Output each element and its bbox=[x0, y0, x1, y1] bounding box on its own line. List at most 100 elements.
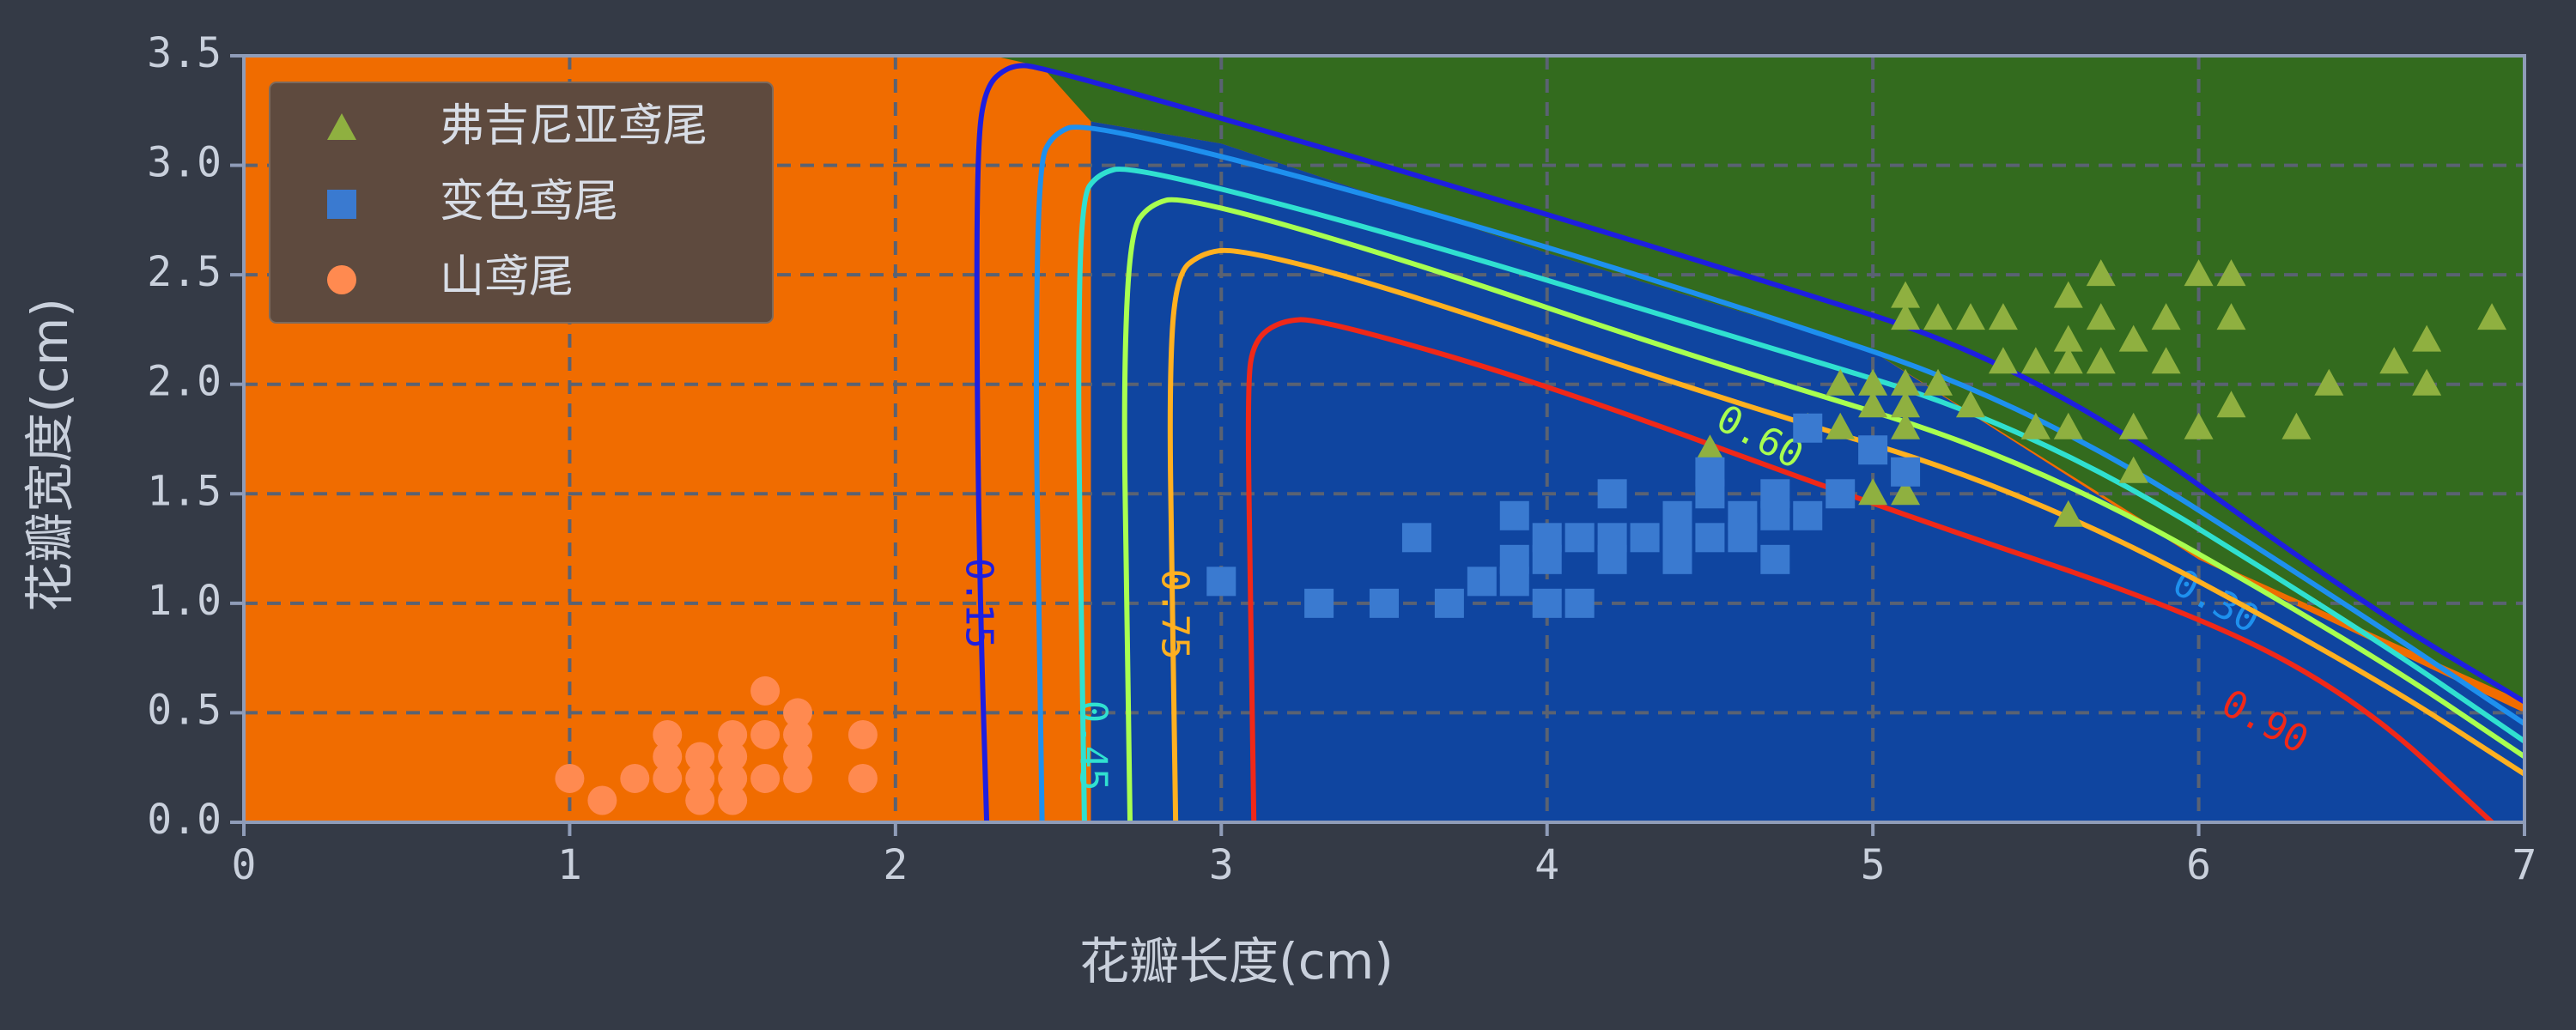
point-virginica bbox=[1955, 391, 1985, 418]
point-versicolor bbox=[1532, 523, 1562, 553]
point-virginica bbox=[1923, 303, 1953, 330]
point-virginica bbox=[1891, 478, 1921, 506]
legend-marker-square bbox=[327, 190, 356, 219]
y-tick-label: 0.5 bbox=[147, 686, 222, 734]
point-versicolor bbox=[1467, 566, 1497, 597]
x-tick-label: 4 bbox=[1534, 841, 1559, 889]
contour-label: 0.45 bbox=[1072, 700, 1115, 791]
contour-line-0.15 bbox=[974, 63, 2524, 822]
point-setosa bbox=[848, 763, 878, 793]
y-tick-label: 2.5 bbox=[147, 248, 222, 296]
x-tick-label: 6 bbox=[2186, 841, 2211, 889]
point-setosa bbox=[783, 719, 813, 749]
point-virginica bbox=[1988, 347, 2018, 374]
point-versicolor bbox=[1304, 588, 1334, 618]
point-setosa bbox=[685, 763, 715, 793]
point-virginica bbox=[1923, 368, 1953, 396]
legend-marker-circle bbox=[327, 265, 356, 294]
point-virginica bbox=[2053, 500, 2083, 527]
point-setosa bbox=[718, 719, 748, 749]
contour-line-0.60 bbox=[1121, 197, 2524, 822]
point-virginica bbox=[1695, 434, 1725, 462]
point-virginica bbox=[2412, 324, 2442, 352]
point-versicolor bbox=[1370, 588, 1399, 618]
point-versicolor bbox=[1826, 479, 1856, 509]
point-setosa bbox=[685, 742, 715, 772]
point-virginica bbox=[1891, 391, 1921, 418]
x-axis-label: 花瓣长度(cm) bbox=[1079, 932, 1394, 991]
contour-line-0.45 bbox=[1076, 167, 2524, 822]
x-tick-label: 3 bbox=[1209, 841, 1234, 889]
point-virginica bbox=[2086, 347, 2116, 374]
point-versicolor bbox=[1793, 413, 1823, 443]
point-setosa bbox=[653, 763, 683, 793]
point-versicolor bbox=[1760, 544, 1790, 574]
point-virginica bbox=[1826, 368, 1856, 396]
y-tick-label: 3.5 bbox=[147, 29, 222, 77]
point-virginica bbox=[1858, 368, 1888, 396]
point-virginica bbox=[1955, 303, 1985, 330]
point-versicolor bbox=[1532, 588, 1562, 618]
region-virginica bbox=[993, 56, 2524, 702]
point-versicolor bbox=[1728, 500, 1758, 530]
point-setosa bbox=[783, 742, 813, 772]
y-ticks: 0.0 0.5 1.0 1.5 2.0 2.5 3.0 3.5 bbox=[147, 29, 244, 844]
point-versicolor bbox=[1695, 457, 1725, 487]
point-versicolor bbox=[1695, 523, 1725, 553]
x-tick-label: 2 bbox=[883, 841, 908, 889]
point-virginica bbox=[2216, 391, 2246, 418]
point-virginica bbox=[1891, 281, 1921, 308]
point-virginica bbox=[2412, 368, 2442, 396]
point-setosa bbox=[718, 785, 748, 815]
point-virginica bbox=[1891, 303, 1921, 330]
contour-label: 0.75 bbox=[1152, 569, 1196, 660]
point-setosa bbox=[750, 719, 781, 749]
y-tick-label: 2.0 bbox=[147, 358, 222, 406]
x-tick-label: 5 bbox=[1861, 841, 1886, 889]
point-setosa bbox=[750, 676, 781, 706]
contour-label: 0.15 bbox=[957, 558, 1001, 649]
legend-marker-triangle bbox=[327, 113, 356, 140]
legend-label: 弗吉尼亚鸢尾 bbox=[440, 100, 708, 152]
point-setosa bbox=[653, 719, 683, 749]
point-versicolor bbox=[1564, 523, 1595, 553]
plot-frame bbox=[242, 54, 2526, 824]
point-versicolor bbox=[1858, 435, 1888, 465]
point-virginica bbox=[2118, 456, 2148, 483]
point-setosa bbox=[783, 763, 813, 793]
point-versicolor bbox=[1630, 523, 1660, 553]
point-virginica bbox=[1891, 412, 1921, 439]
y-tick-label: 3.0 bbox=[147, 139, 222, 187]
legend-box bbox=[269, 82, 774, 324]
x-tick-label: 0 bbox=[232, 841, 257, 889]
contour-line-0.75 bbox=[1167, 247, 2524, 822]
point-setosa bbox=[587, 785, 617, 815]
point-virginica bbox=[2086, 259, 2116, 287]
contour-line-0.90 bbox=[1245, 317, 2494, 822]
x-tick-label: 1 bbox=[557, 841, 582, 889]
point-virginica bbox=[2118, 324, 2148, 352]
point-versicolor bbox=[1891, 457, 1921, 487]
data-points bbox=[555, 259, 2507, 815]
point-setosa bbox=[685, 785, 715, 815]
region-versicolor bbox=[1091, 121, 2524, 822]
contour-line-0.30 bbox=[1033, 124, 2524, 822]
point-virginica bbox=[2216, 303, 2246, 330]
point-versicolor bbox=[1793, 500, 1823, 530]
point-virginica bbox=[2020, 412, 2050, 439]
point-versicolor bbox=[1662, 500, 1692, 530]
point-virginica bbox=[1988, 303, 2018, 330]
point-virginica bbox=[2020, 347, 2050, 374]
y-axis-label: 花瓣宽度(cm) bbox=[21, 298, 79, 612]
point-virginica bbox=[2053, 412, 2083, 439]
point-setosa bbox=[653, 742, 683, 772]
y-tick-label: 0.0 bbox=[147, 796, 222, 844]
point-versicolor bbox=[1401, 523, 1431, 553]
point-setosa bbox=[750, 763, 781, 793]
point-virginica bbox=[2184, 259, 2214, 287]
point-virginica bbox=[2118, 412, 2148, 439]
x-tick-label: 7 bbox=[2512, 841, 2537, 889]
point-virginica bbox=[1858, 391, 1888, 418]
point-virginica bbox=[2151, 303, 2181, 330]
